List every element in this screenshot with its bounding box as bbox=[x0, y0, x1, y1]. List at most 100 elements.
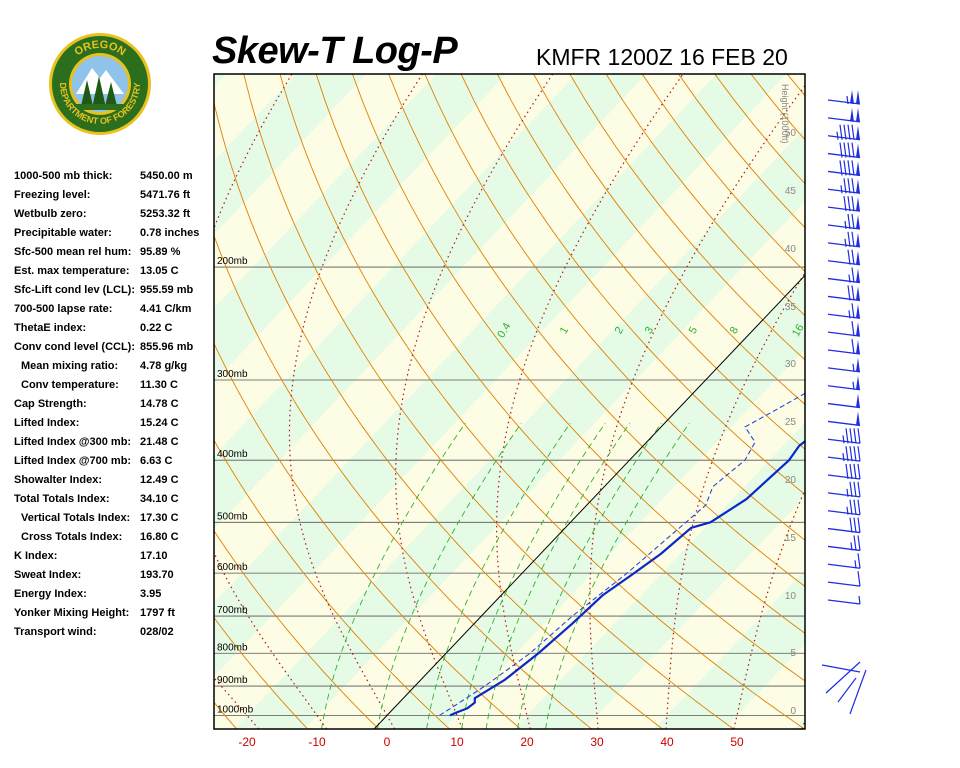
index-value: 855.96 mb bbox=[140, 341, 194, 353]
dry-adiabat bbox=[279, 74, 805, 729]
dry-adiabat bbox=[533, 74, 805, 405]
dry-adiabat bbox=[388, 74, 805, 588]
height-tick-label: 10 bbox=[785, 591, 797, 602]
wind-barb bbox=[827, 303, 861, 319]
index-value: 028/02 bbox=[140, 626, 174, 638]
index-row: Conv cond level (CCL): 855.96 mb bbox=[14, 339, 214, 358]
height-tick-label: 5 bbox=[790, 648, 796, 659]
index-label: Precipitable water: bbox=[14, 227, 112, 239]
mixing-ratio-label: 2 bbox=[613, 325, 626, 336]
wind-barb bbox=[827, 213, 861, 230]
mixing-ratio-label: 3 bbox=[643, 325, 656, 336]
height-axis-label: Height (1000ft) bbox=[780, 84, 790, 144]
index-value: 5253.32 ft bbox=[140, 208, 191, 220]
mixing-ratio-label: 8 bbox=[728, 325, 741, 336]
temperature-trace bbox=[449, 439, 805, 717]
index-value: 5450.00 m bbox=[140, 170, 193, 182]
wind-barb bbox=[827, 463, 861, 480]
isotherm-band bbox=[934, 74, 960, 729]
wind-barb bbox=[827, 411, 861, 427]
index-row: Conv temperature: 11.30 C bbox=[14, 377, 214, 396]
wind-barb bbox=[827, 428, 861, 444]
isotherm-band bbox=[214, 74, 507, 382]
pressure-label: 200mb bbox=[217, 256, 248, 267]
mixing-ratio-line bbox=[377, 422, 522, 729]
chart-title: Skew-T Log-P bbox=[212, 30, 458, 72]
mixing-ratio-line bbox=[461, 422, 606, 729]
index-label: 1000-500 mb thick: bbox=[14, 170, 113, 182]
wind-barb bbox=[827, 142, 861, 159]
height-tick-label: 30 bbox=[785, 359, 797, 370]
wind-barb bbox=[827, 160, 861, 177]
index-label: Energy Index: bbox=[14, 588, 87, 600]
index-row: Precipitable water: 0.78 inches bbox=[14, 225, 214, 244]
index-label: Sfc-Lift cond lev (LCL): bbox=[14, 284, 135, 296]
index-value: 16.80 C bbox=[140, 531, 179, 543]
logo-ground bbox=[74, 104, 126, 110]
logo-top-text: OREGON bbox=[72, 39, 127, 59]
mixing-ratio-label: 16 bbox=[790, 322, 807, 339]
index-row: Wetbulb zero: 5253.32 ft bbox=[14, 206, 214, 225]
index-row: Sweat Index: 193.70 bbox=[14, 567, 214, 586]
wind-barb-column bbox=[821, 90, 867, 715]
index-row: Cap Strength: 14.78 C bbox=[14, 396, 214, 415]
index-row: Lifted Index @700 mb: 6.63 C bbox=[14, 453, 214, 472]
index-value: 14.78 C bbox=[140, 398, 179, 410]
plot-frame bbox=[213, 73, 806, 730]
isotherm-band bbox=[234, 128, 805, 729]
x-tick-label: 10 bbox=[450, 735, 464, 749]
index-label: Freezing level: bbox=[14, 189, 91, 201]
mixing-ratio-line bbox=[321, 422, 466, 729]
index-value: 17.10 bbox=[140, 550, 168, 562]
moist-adiabat bbox=[0, 74, 191, 729]
wind-barb bbox=[827, 393, 861, 409]
mixing-ratio-label: 1 bbox=[558, 325, 571, 336]
pressure-label: 800mb bbox=[217, 642, 248, 653]
index-label: Showalter Index: bbox=[14, 474, 103, 486]
wind-barb bbox=[827, 90, 861, 105]
dry-adiabat bbox=[214, 701, 237, 729]
isotherm-band bbox=[214, 74, 367, 235]
moist-adiabat bbox=[801, 718, 805, 729]
wind-barb bbox=[827, 481, 861, 498]
index-row: Yonker Mixing Height: 1797 ft bbox=[14, 605, 214, 624]
dry-adiabat bbox=[214, 529, 379, 729]
mixing-ratio-line bbox=[426, 422, 571, 729]
index-value: 95.89 % bbox=[140, 246, 181, 258]
stability-indices-panel: 1000-500 mb thick: 5450.00 m Freezing leve… bbox=[14, 168, 214, 643]
height-tick-label: 35 bbox=[785, 302, 797, 313]
index-value: 13.05 C bbox=[140, 265, 179, 277]
wind-barb bbox=[827, 571, 861, 587]
pressure-label: 1000mb bbox=[217, 704, 254, 715]
wind-barb bbox=[827, 499, 861, 516]
dry-adiabat bbox=[424, 74, 805, 541]
index-value: 11.30 C bbox=[140, 379, 178, 391]
moist-adiabat bbox=[496, 74, 684, 729]
index-value: 955.59 mb bbox=[140, 284, 194, 296]
wind-barb bbox=[827, 249, 861, 266]
wind-barb bbox=[827, 595, 861, 605]
dry-adiabat bbox=[214, 616, 308, 729]
index-value: 6.63 C bbox=[140, 455, 173, 467]
logo-tree-mid bbox=[92, 76, 106, 108]
pressure-label: 900mb bbox=[217, 675, 248, 686]
wind-barb bbox=[827, 196, 861, 212]
height-tick-label: 50 bbox=[785, 128, 797, 139]
wind-barb bbox=[827, 446, 861, 462]
index-row: 1000-500 mb thick: 5450.00 m bbox=[14, 168, 214, 187]
mixing-ratio-label: 5 bbox=[687, 325, 700, 336]
index-row: Lifted Index @300 mb: 21.48 C bbox=[14, 434, 214, 453]
height-tick-label: 0 bbox=[790, 706, 796, 717]
pressure-label: 400mb bbox=[217, 449, 248, 460]
index-row: Est. max temperature: 13.05 C bbox=[14, 263, 214, 282]
wind-barb bbox=[827, 535, 861, 552]
oregon-forestry-logo: OREGON DEPARTMENT OF FORESTRY bbox=[49, 33, 151, 135]
svg-text:OREGON: OREGON bbox=[72, 39, 127, 59]
index-label: Total Totals Index: bbox=[14, 493, 110, 505]
index-label: Lifted Index @300 mb: bbox=[14, 436, 132, 448]
station-time-label: KMFR 1200Z 16 FEB 20 bbox=[536, 44, 788, 70]
index-label: Cross Totals Index: bbox=[21, 531, 123, 543]
index-label: Wetbulb zero: bbox=[14, 208, 87, 220]
moist-adiabat bbox=[665, 271, 805, 729]
